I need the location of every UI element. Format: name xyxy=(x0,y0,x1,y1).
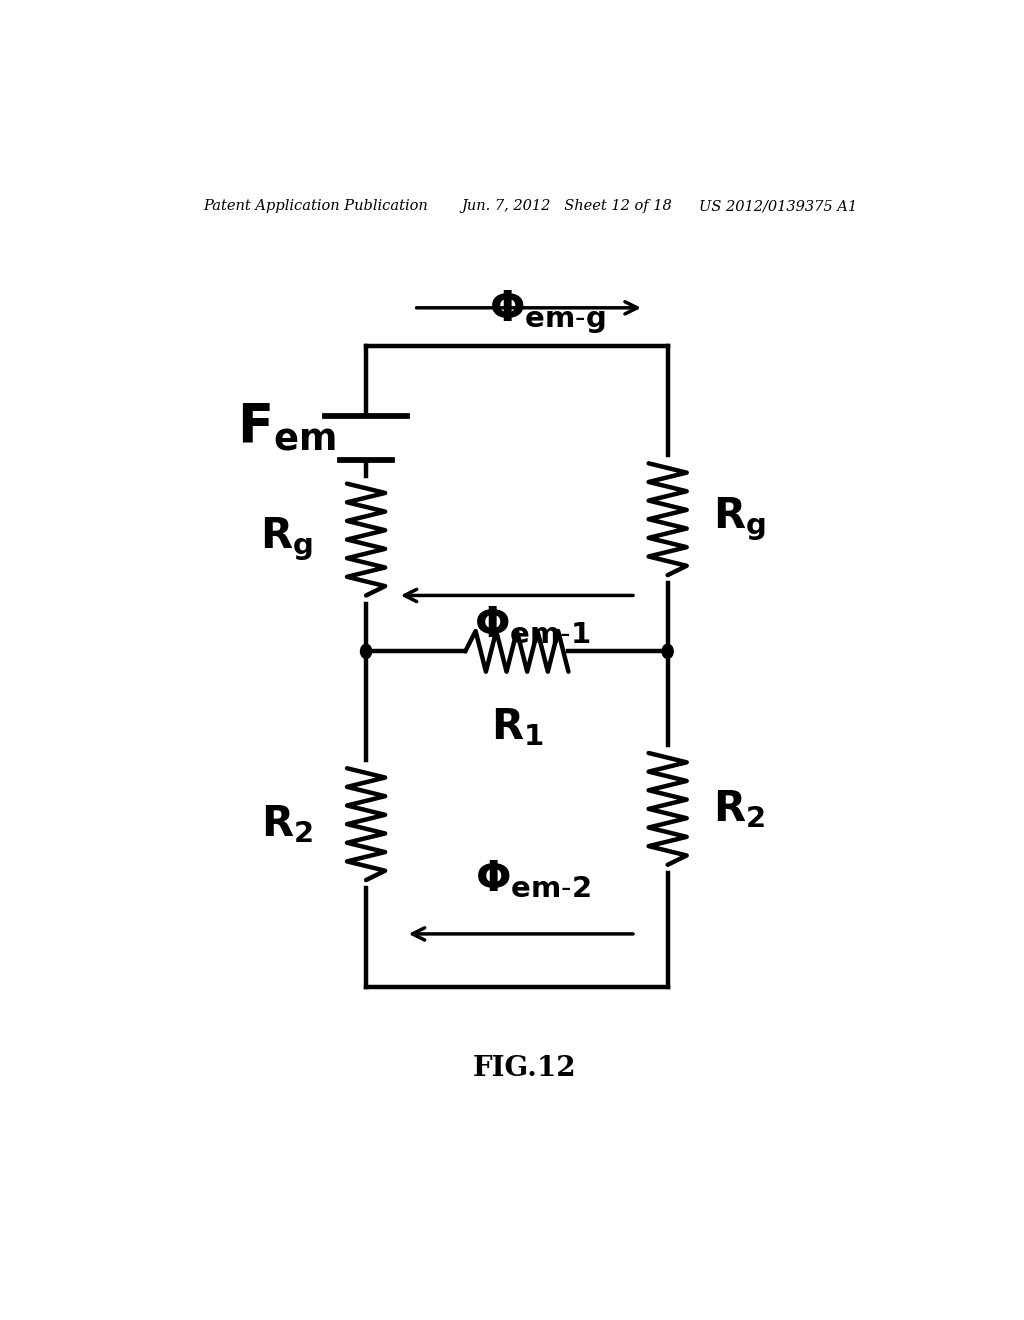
Text: $\mathbf{R}_{\mathbf{1}}$: $\mathbf{R}_{\mathbf{1}}$ xyxy=(490,706,543,748)
Circle shape xyxy=(360,644,372,659)
Text: $\mathbf{R}_{\mathbf{g}}$: $\mathbf{R}_{\mathbf{g}}$ xyxy=(260,516,313,564)
Text: $\mathbf{R}_{\mathbf{2}}$: $\mathbf{R}_{\mathbf{2}}$ xyxy=(713,788,765,830)
Text: $\mathbf{\Phi}_{\mathbf{em\text{-}2}}$: $\mathbf{\Phi}_{\mathbf{em\text{-}2}}$ xyxy=(475,858,591,900)
Text: $\mathbf{\Phi}_{\mathbf{em\text{-}1}}$: $\mathbf{\Phi}_{\mathbf{em\text{-}1}}$ xyxy=(474,605,591,647)
Text: $\mathbf{R}_{\mathbf{2}}$: $\mathbf{R}_{\mathbf{2}}$ xyxy=(261,803,312,845)
Text: Patent Application Publication: Patent Application Publication xyxy=(204,199,428,213)
Text: $\mathbf{F}_{\mathbf{em}}$: $\mathbf{F}_{\mathbf{em}}$ xyxy=(238,403,336,453)
Text: FIG.12: FIG.12 xyxy=(473,1055,577,1081)
Text: $\mathbf{\Phi}_{\mathbf{em\text{-}g}}$: $\mathbf{\Phi}_{\mathbf{em\text{-}g}}$ xyxy=(488,289,605,337)
Text: US 2012/0139375 A1: US 2012/0139375 A1 xyxy=(699,199,857,213)
Circle shape xyxy=(663,644,673,659)
Text: Jun. 7, 2012   Sheet 12 of 18: Jun. 7, 2012 Sheet 12 of 18 xyxy=(461,199,672,213)
Text: $\mathbf{R}_{\mathbf{g}}$: $\mathbf{R}_{\mathbf{g}}$ xyxy=(713,495,766,543)
